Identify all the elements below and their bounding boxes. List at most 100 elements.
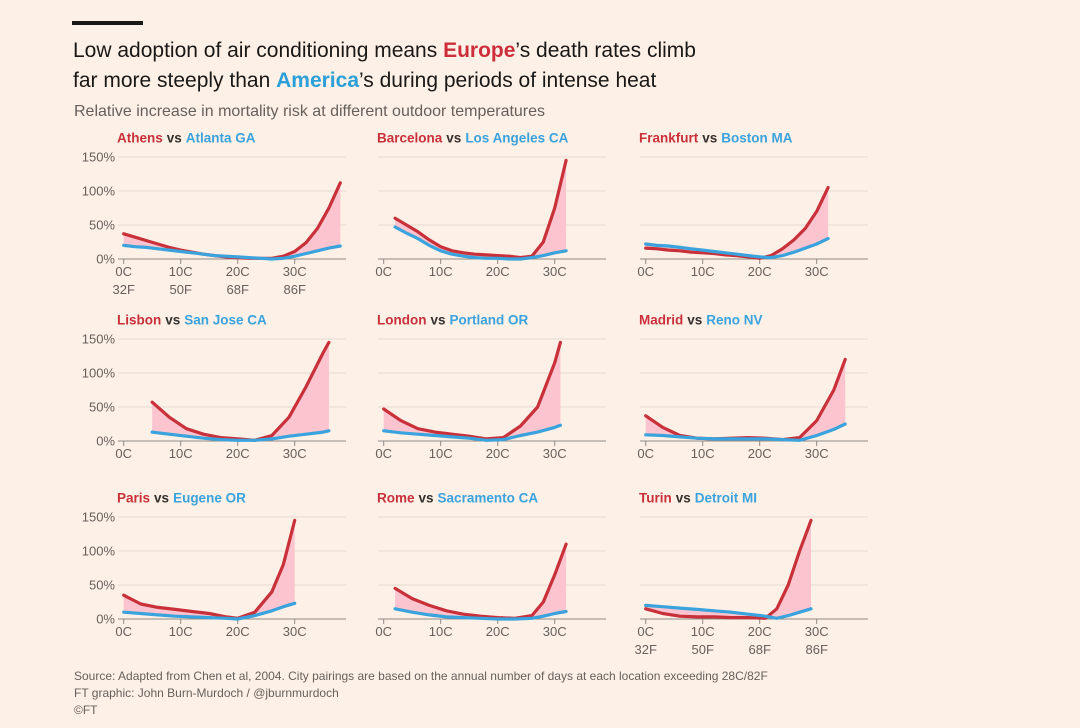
gap-shading: [152, 342, 329, 441]
panel: 0C 10C 20C 30C London vs Portland OR: [375, 313, 606, 461]
legend-joiner: vs: [154, 491, 169, 506]
x-tick-label: 20C: [486, 264, 510, 279]
legend: Athens vs Atlanta GA: [117, 131, 256, 146]
credit: FT graphic: John Burn-Murdoch / @jburnmu…: [74, 686, 339, 700]
x-tick-label: 10C: [429, 446, 453, 461]
legend-entry: Lisbon: [117, 313, 161, 328]
legend: Madrid vs Reno NV: [639, 313, 763, 328]
series-line: [393, 607, 568, 621]
x-tick-label: 10C: [169, 624, 193, 639]
title-line: Low adoption of air conditioning means E…: [73, 39, 696, 62]
title-line: far more steeply than America’s during p…: [73, 69, 656, 92]
panel: 0% 50% 100% 150% 0C 10C 20C 30C Lisbon vs San Jose…: [82, 313, 346, 461]
y-tick-label: 100%: [82, 183, 116, 198]
title-segment: ’s death rates climb: [515, 39, 696, 62]
y-tick-label: 150%: [82, 331, 116, 346]
legend-entry: Boston MA: [721, 131, 792, 146]
x-tick-label: 10C: [429, 624, 453, 639]
legend-entry: Paris: [117, 491, 150, 506]
title-segment: far more steeply than: [73, 69, 276, 92]
x-tick-label: 10C: [691, 264, 715, 279]
legend-entry: Los Angeles CA: [465, 131, 568, 146]
legend-entry: Reno NV: [706, 313, 762, 328]
x-tick-label: 10C: [169, 264, 193, 279]
x-tick-label: 30C: [283, 446, 307, 461]
legend-entry: Detroit MI: [695, 491, 757, 506]
x-tick-label-f: 86F: [283, 282, 305, 297]
series-line: [122, 243, 342, 261]
x-tick-label: 20C: [486, 624, 510, 639]
y-tick-label: 0%: [96, 611, 115, 626]
legend-joiner: vs: [167, 131, 182, 146]
legend-entry: Turin: [639, 491, 672, 506]
copyright: ©FT: [74, 703, 98, 717]
panel: 0C 10C 20C 30C Rome vs Sacramento CA: [375, 491, 606, 639]
panel: 0% 50% 100% 150% 0C 10C 20C 30C 32F 50F 68F 86F Athe…: [82, 131, 346, 297]
title-segment: Europe: [443, 39, 515, 62]
legend: Turin vs Detroit MI: [639, 491, 757, 506]
x-tick-label: 30C: [805, 446, 829, 461]
series-line: [644, 603, 813, 620]
y-tick-label: 100%: [82, 543, 116, 558]
x-tick-label: 0C: [637, 446, 654, 461]
legend-joiner: vs: [702, 131, 717, 146]
x-tick-label: 20C: [748, 624, 772, 639]
legend-entry: Atlanta GA: [186, 131, 256, 146]
x-tick-label: 30C: [543, 264, 567, 279]
legend-joiner: vs: [676, 491, 691, 506]
y-tick-label: 50%: [89, 577, 115, 592]
x-tick-label: 30C: [283, 624, 307, 639]
gap-shading: [645, 520, 811, 619]
x-tick-label: 0C: [115, 264, 132, 279]
x-tick-label-f: 50F: [169, 282, 191, 297]
x-tick-label: 10C: [169, 446, 193, 461]
series-line: [644, 237, 830, 260]
legend-entry: Portland OR: [450, 313, 529, 328]
x-tick-label: 10C: [691, 624, 715, 639]
x-tick-label: 0C: [637, 264, 654, 279]
x-tick-label: 30C: [543, 446, 567, 461]
series-line: [393, 158, 568, 260]
y-tick-label: 100%: [82, 365, 116, 380]
x-tick-label: 0C: [375, 624, 392, 639]
panel: 0% 50% 100% 150% 0C 10C 20C 30C Paris vs Eugene OR: [82, 491, 346, 639]
x-tick-label-f: 68F: [226, 282, 248, 297]
x-tick-label-f: 68F: [748, 642, 770, 657]
legend-entry: Sacramento CA: [438, 491, 539, 506]
x-tick-label: 10C: [429, 264, 453, 279]
x-tick-label: 20C: [226, 446, 250, 461]
panel: 0C 10C 20C 30C Frankfurt vs Boston MA: [637, 131, 868, 279]
legend: Frankfurt vs Boston MA: [639, 131, 793, 146]
x-tick-label: 0C: [115, 624, 132, 639]
legend-entry: Eugene OR: [173, 491, 246, 506]
x-tick-label-f: 32F: [634, 642, 656, 657]
x-tick-label-f: 86F: [805, 642, 827, 657]
legend: Paris vs Eugene OR: [117, 491, 246, 506]
panel: 0C 10C 20C 30C Madrid vs Reno NV: [637, 313, 868, 461]
gap-shading: [123, 520, 295, 619]
x-tick-label: 10C: [691, 446, 715, 461]
y-tick-label: 150%: [82, 149, 116, 164]
legend-joiner: vs: [419, 491, 434, 506]
series-line: [382, 340, 562, 441]
series-line: [382, 423, 562, 442]
legend-entry: Barcelona: [377, 131, 443, 146]
header: Low adoption of air conditioning means E…: [73, 39, 696, 92]
legend-entry: London: [377, 313, 426, 328]
legend-entry: San Jose CA: [184, 313, 267, 328]
title-segment: America: [276, 69, 359, 92]
x-tick-label: 20C: [226, 264, 250, 279]
x-tick-label: 0C: [115, 446, 132, 461]
x-tick-label: 30C: [805, 264, 829, 279]
y-tick-label: 150%: [82, 509, 116, 524]
legend-entry: Athens: [117, 131, 163, 146]
x-tick-label: 0C: [375, 264, 392, 279]
x-tick-label: 20C: [486, 446, 510, 461]
x-tick-label: 0C: [637, 624, 654, 639]
legend-entry: Rome: [377, 491, 415, 506]
x-tick-label: 30C: [283, 264, 307, 279]
source: Source: Adapted from Chen et al, 2004. C…: [74, 669, 768, 683]
legend: Barcelona vs Los Angeles CA: [377, 131, 569, 146]
gap-shading: [395, 160, 567, 259]
